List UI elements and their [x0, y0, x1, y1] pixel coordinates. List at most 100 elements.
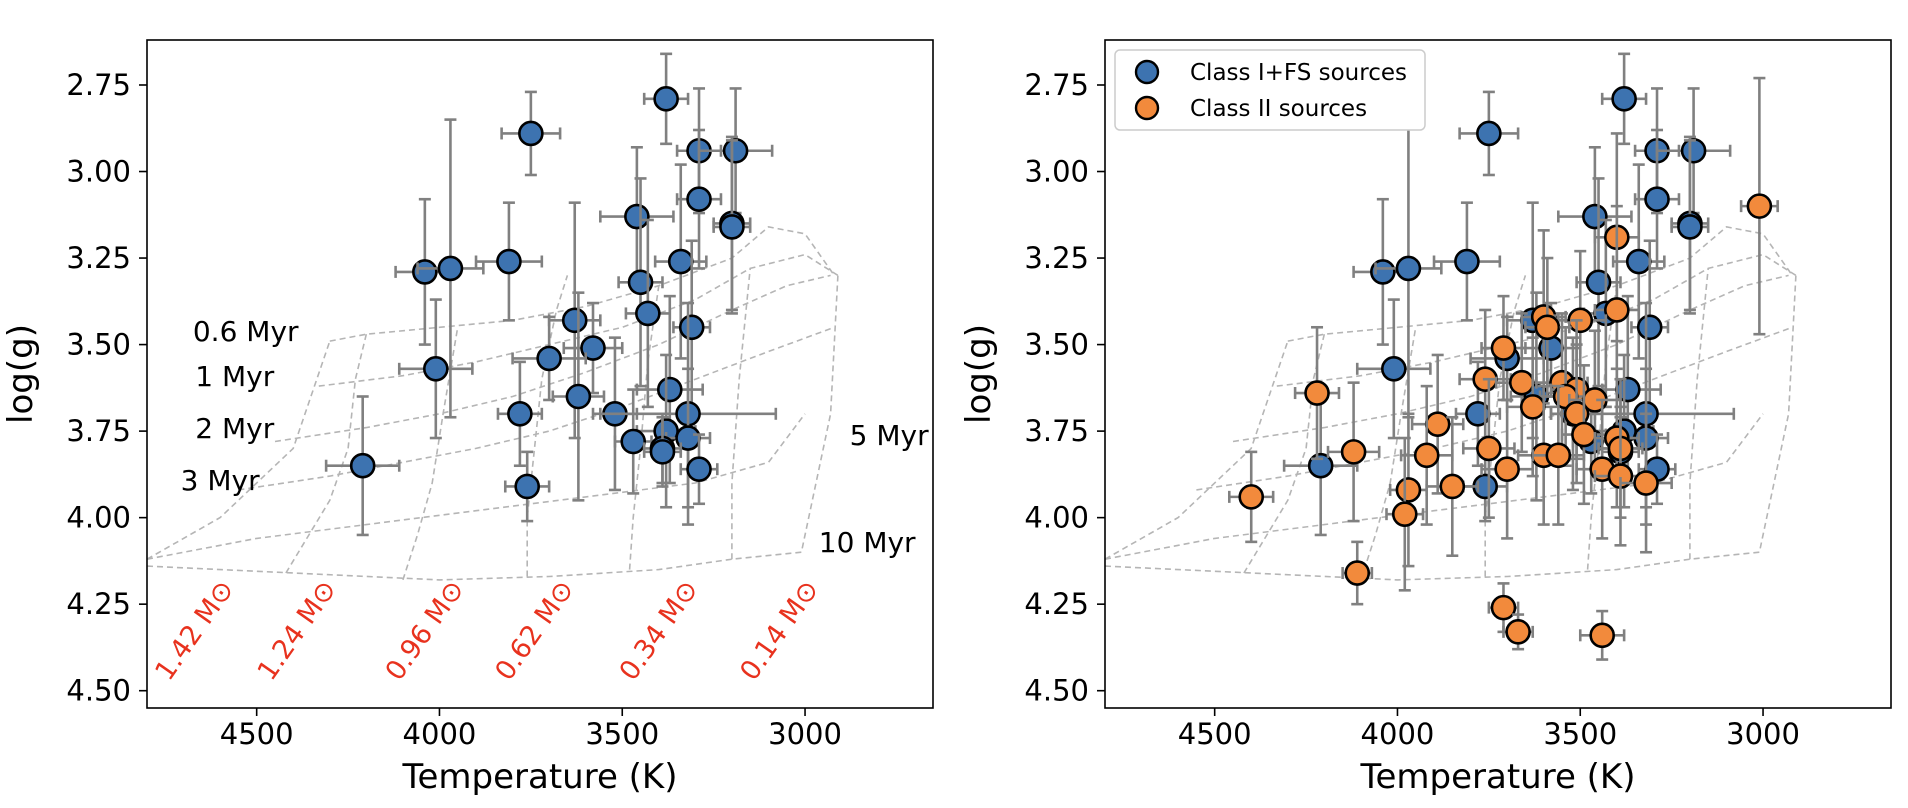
- y-tick-label: 3.50: [66, 328, 131, 362]
- mass-label: 1.42 M⊙: [149, 575, 240, 687]
- isochrone-curve: [147, 275, 839, 581]
- data-point: [1413, 442, 1440, 469]
- isochrone-label: 2 Myr: [195, 412, 274, 445]
- data-point: [649, 439, 676, 465]
- data-point: [653, 86, 679, 112]
- data-point: [1454, 248, 1480, 275]
- data-point: [1508, 369, 1535, 396]
- mass-track-curve: [1689, 268, 1709, 560]
- mass-track-curve: [731, 268, 751, 560]
- x-tick-label: 3500: [585, 717, 659, 751]
- data-point: [496, 248, 522, 275]
- mass-track-curve: [285, 334, 368, 574]
- axes-frame: [1104, 39, 1892, 709]
- y-tick-label: 2.75: [1024, 68, 1089, 102]
- data-point: [620, 428, 647, 455]
- data-point: [624, 203, 650, 230]
- x-tick-label: 3000: [1726, 717, 1800, 751]
- data-point: [678, 314, 705, 341]
- x-tick-label: 4500: [1178, 717, 1252, 751]
- y-tick-label: 4.00: [1024, 501, 1089, 535]
- data-point: [1585, 269, 1612, 296]
- isochrone-label: 0.6 Myr: [193, 315, 299, 348]
- data-point: [580, 335, 606, 361]
- y-tick-label: 3.25: [66, 241, 131, 275]
- isochrone-curve: [1196, 326, 1793, 491]
- isochrone-curve: [1287, 226, 1793, 342]
- data-point: [722, 137, 749, 164]
- mass-label: 1.24 M⊙: [252, 575, 343, 687]
- isochrone-label: 10 Myr: [819, 526, 916, 559]
- mass-track-curve: [1243, 334, 1326, 574]
- mass-track-curve: [1105, 340, 1289, 560]
- data-point: [1370, 259, 1396, 285]
- data-point: [423, 356, 449, 382]
- data-point: [1505, 619, 1531, 645]
- data-point: [1604, 297, 1630, 323]
- data-point: [1589, 622, 1615, 649]
- x-axis-label: Temperature (K): [401, 757, 677, 797]
- isochrone-curve: [1105, 275, 1797, 581]
- legend-label: Class II sources: [1190, 96, 1367, 122]
- x-tick-label: 4000: [1361, 717, 1435, 751]
- y-tick-label: 4.50: [66, 674, 131, 708]
- data-point: [1746, 193, 1773, 219]
- y-tick-label: 3.00: [1024, 155, 1089, 189]
- error-bar: [503, 450, 551, 523]
- plot-area: [147, 52, 839, 581]
- data-point: [1571, 421, 1597, 448]
- data-point: [1534, 314, 1561, 341]
- series-class-ii-sources: [1227, 76, 1779, 661]
- data-point: [1476, 120, 1502, 147]
- y-tick-label: 3.50: [1024, 328, 1089, 362]
- data-point: [412, 259, 438, 285]
- y-tick-label: 4.50: [1024, 674, 1089, 708]
- mass-label: 0.14 M⊙: [734, 575, 825, 687]
- mass-track-curve: [402, 327, 459, 581]
- data-point: [1490, 335, 1517, 361]
- data-point: [1391, 501, 1418, 527]
- data-point: [1545, 442, 1572, 469]
- data-point: [1304, 380, 1330, 406]
- data-point: [1677, 214, 1703, 240]
- series-class-i-fs-sources: [324, 52, 778, 537]
- data-point: [1340, 439, 1367, 465]
- data-point: [507, 401, 533, 427]
- plot-area: [1105, 52, 1797, 661]
- y-tick-label: 3.25: [1024, 241, 1089, 275]
- y-tick-label: 3.75: [1024, 414, 1089, 448]
- data-point: [1238, 484, 1265, 510]
- x-tick-label: 3000: [768, 717, 842, 751]
- isochrone-curve: [238, 326, 835, 491]
- legend-label: Class I+FS sources: [1190, 60, 1407, 86]
- x-axis-label: Temperature (K): [1359, 757, 1635, 797]
- mass-label: 0.96 M⊙: [380, 575, 471, 687]
- data-point: [1439, 473, 1466, 500]
- data-point: [719, 214, 745, 240]
- y-tick-label: 3.75: [66, 414, 131, 448]
- data-point: [1490, 594, 1517, 621]
- data-point: [1636, 314, 1663, 341]
- data-point: [1395, 477, 1422, 503]
- data-point: [536, 345, 562, 372]
- data-point: [686, 186, 712, 213]
- mass-label: 0.34 M⊙: [614, 575, 705, 687]
- data-point: [437, 255, 464, 282]
- mass-label: 0.62 M⊙: [489, 575, 580, 687]
- data-point: [1582, 203, 1608, 230]
- data-point: [1395, 255, 1422, 282]
- data-point: [514, 473, 541, 500]
- legend-marker: [1134, 95, 1160, 121]
- isochrone-label: 1 Myr: [195, 360, 274, 393]
- y-axis-label: log(g): [959, 324, 999, 424]
- y-axis-label: log(g): [1, 324, 41, 424]
- legend: Class I+FS sources Class II sources: [1114, 49, 1426, 131]
- mass-track-curve: [147, 340, 331, 560]
- legend-marker: [1134, 59, 1160, 85]
- x-tick-label: 4000: [403, 717, 477, 751]
- data-point: [518, 120, 544, 147]
- data-point: [561, 307, 588, 334]
- data-point: [656, 376, 683, 403]
- mass-track-curve: [1360, 327, 1417, 581]
